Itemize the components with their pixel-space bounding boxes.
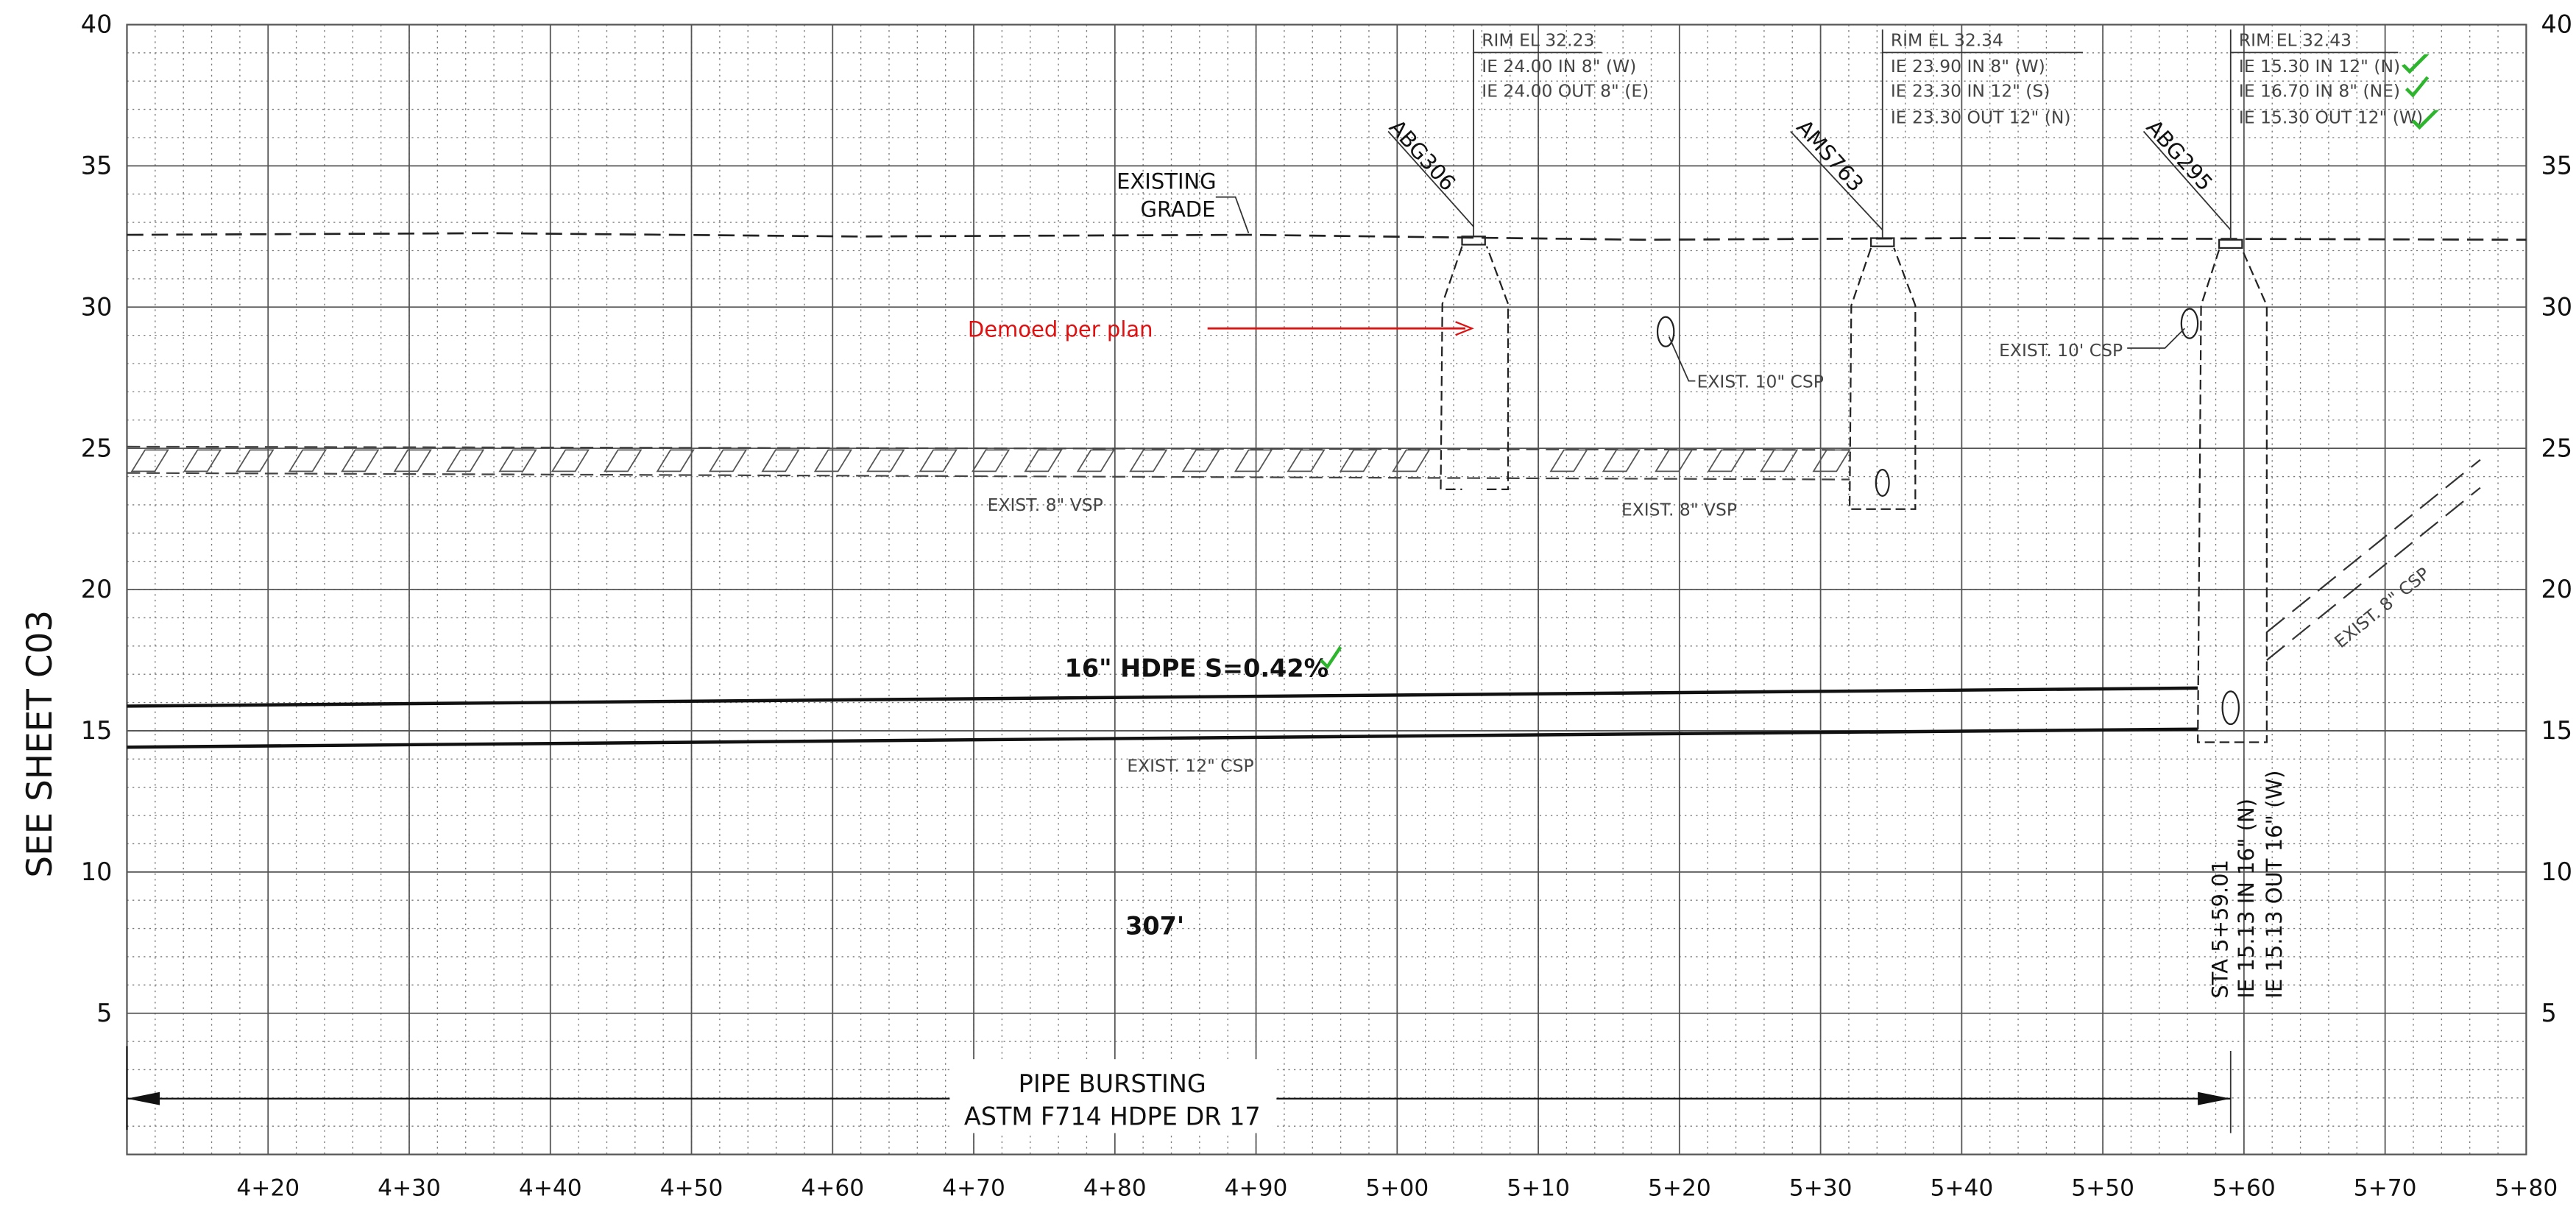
hdpe-pipe [127, 729, 2198, 748]
y-tick-label: 5 [2541, 999, 2556, 1027]
pipe-label: EXIST. 10" CSP [1697, 372, 1824, 392]
x-tick-label: 5+10 [1507, 1175, 1570, 1201]
manhole-note: IE 23.90 IN 8" (W) [1891, 56, 2045, 77]
manhole-note: IE 23.30 IN 12" (S) [1891, 81, 2050, 102]
x-tick-label: 5+50 [2071, 1175, 2134, 1201]
sheet-ref: SEE SHEET C03 [21, 610, 60, 878]
hdpe-label: 16" HDPE S=0.42% [1065, 654, 1329, 682]
manhole-note: IE 16.70 IN 8" (NE) [2239, 81, 2400, 102]
method-label: PIPE BURSTING [1019, 1069, 1206, 1098]
station-note: IE 15.13 IN 16" (N) [2234, 799, 2259, 999]
x-tick-label: 5+20 [1648, 1175, 1711, 1201]
y-tick-label: 35 [2541, 152, 2572, 180]
y-tick-label: 10 [81, 857, 113, 886]
y-tick-label: 30 [81, 292, 113, 321]
y-tick-label: 15 [81, 716, 113, 745]
manhole-note: IE 24.00 OUT 8" (E) [1482, 81, 1649, 102]
vsp-pipe [127, 447, 1850, 480]
manhole [1791, 29, 2083, 509]
check [2402, 54, 2430, 74]
check [2407, 77, 2428, 96]
y-tick-label: 5 [96, 999, 112, 1027]
manhole-id: AMS763 [1791, 115, 1869, 197]
station-note: STA 5+59.01 [2207, 860, 2232, 999]
pipe-label: EXIST. 8" VSP [988, 495, 1103, 515]
y-tick-label: 15 [2541, 716, 2572, 745]
y-tick-label: 40 [81, 10, 113, 39]
manhole-note: RIM EL 32.23 [1482, 29, 1594, 50]
manhole-note: IE 24.00 IN 8" (W) [1482, 56, 1636, 77]
arrow [2198, 1092, 2231, 1105]
leader [1669, 336, 1696, 380]
demo-note: Demoed per plan [968, 316, 1153, 341]
x-tick-label: 4+50 [660, 1175, 723, 1201]
manhole-note: IE 15.30 OUT 12" (W) [2239, 107, 2423, 127]
x-tick-label: 5+70 [2354, 1175, 2417, 1201]
leader [1216, 197, 1249, 233]
manhole-note: IE 15.30 IN 12" (N) [2239, 56, 2400, 77]
x-tick-label: 4+30 [378, 1175, 441, 1201]
csp-pipe [2267, 488, 2480, 660]
existing-grade-line [127, 233, 2526, 240]
x-tick-label: 5+30 [1789, 1175, 1853, 1201]
grade-label: EXISTING [1117, 169, 1217, 194]
manhole-note: IE 23.30 OUT 12" (N) [1891, 107, 2071, 127]
x-tick-label: 5+40 [1930, 1175, 1993, 1201]
y-tick-label: 30 [2541, 292, 2572, 321]
y-tick-label: 20 [81, 575, 113, 604]
manhole-note: RIM EL 32.43 [2239, 29, 2352, 50]
pipe-label: EXIST. 12" CSP [1127, 756, 1253, 776]
profile-drawing: EXISTING GRADE 16" HDPE S=0.42% EXIST. 1… [0, 0, 2576, 1207]
x-tick-label: 4+20 [236, 1175, 300, 1201]
x-tick-label: 4+60 [801, 1175, 864, 1201]
manhole-id: ABG306 [1384, 115, 1461, 196]
x-tick-label: 5+00 [1365, 1175, 1429, 1201]
pipe-label: EXIST. 8" VSP [1621, 500, 1737, 520]
y-tick-label: 25 [81, 433, 113, 462]
arrow [127, 1092, 160, 1105]
x-tick-label: 5+80 [2495, 1175, 2558, 1201]
manhole-id: ABG295 [2142, 115, 2218, 196]
manhole-note: RIM EL 32.34 [1891, 29, 2003, 50]
x-tick-label: 4+40 [519, 1175, 582, 1201]
method-label: ASTM F714 HDPE DR 17 [964, 1102, 1261, 1130]
x-tick-label: 4+90 [1225, 1175, 1288, 1201]
station-note: IE 15.13 OUT 16" (W) [2262, 771, 2287, 999]
y-tick-label: 35 [81, 152, 113, 180]
length-label: 307' [1125, 912, 1184, 941]
y-tick-label: 20 [2541, 575, 2572, 604]
grid [127, 24, 2526, 1154]
x-tick-label: 4+70 [942, 1175, 1005, 1201]
grade-label: GRADE [1141, 197, 1216, 222]
pipe-label: EXIST. 10' CSP [1999, 340, 2123, 361]
pipe-label: EXIST. 8" CSP [2330, 563, 2433, 652]
x-tick-label: 4+80 [1083, 1175, 1147, 1201]
hdpe-pipe [127, 688, 2198, 707]
y-tick-label: 40 [2541, 10, 2572, 39]
y-tick-label: 10 [2541, 857, 2572, 886]
x-tick-label: 5+60 [2212, 1175, 2276, 1201]
y-tick-label: 25 [2541, 433, 2572, 462]
